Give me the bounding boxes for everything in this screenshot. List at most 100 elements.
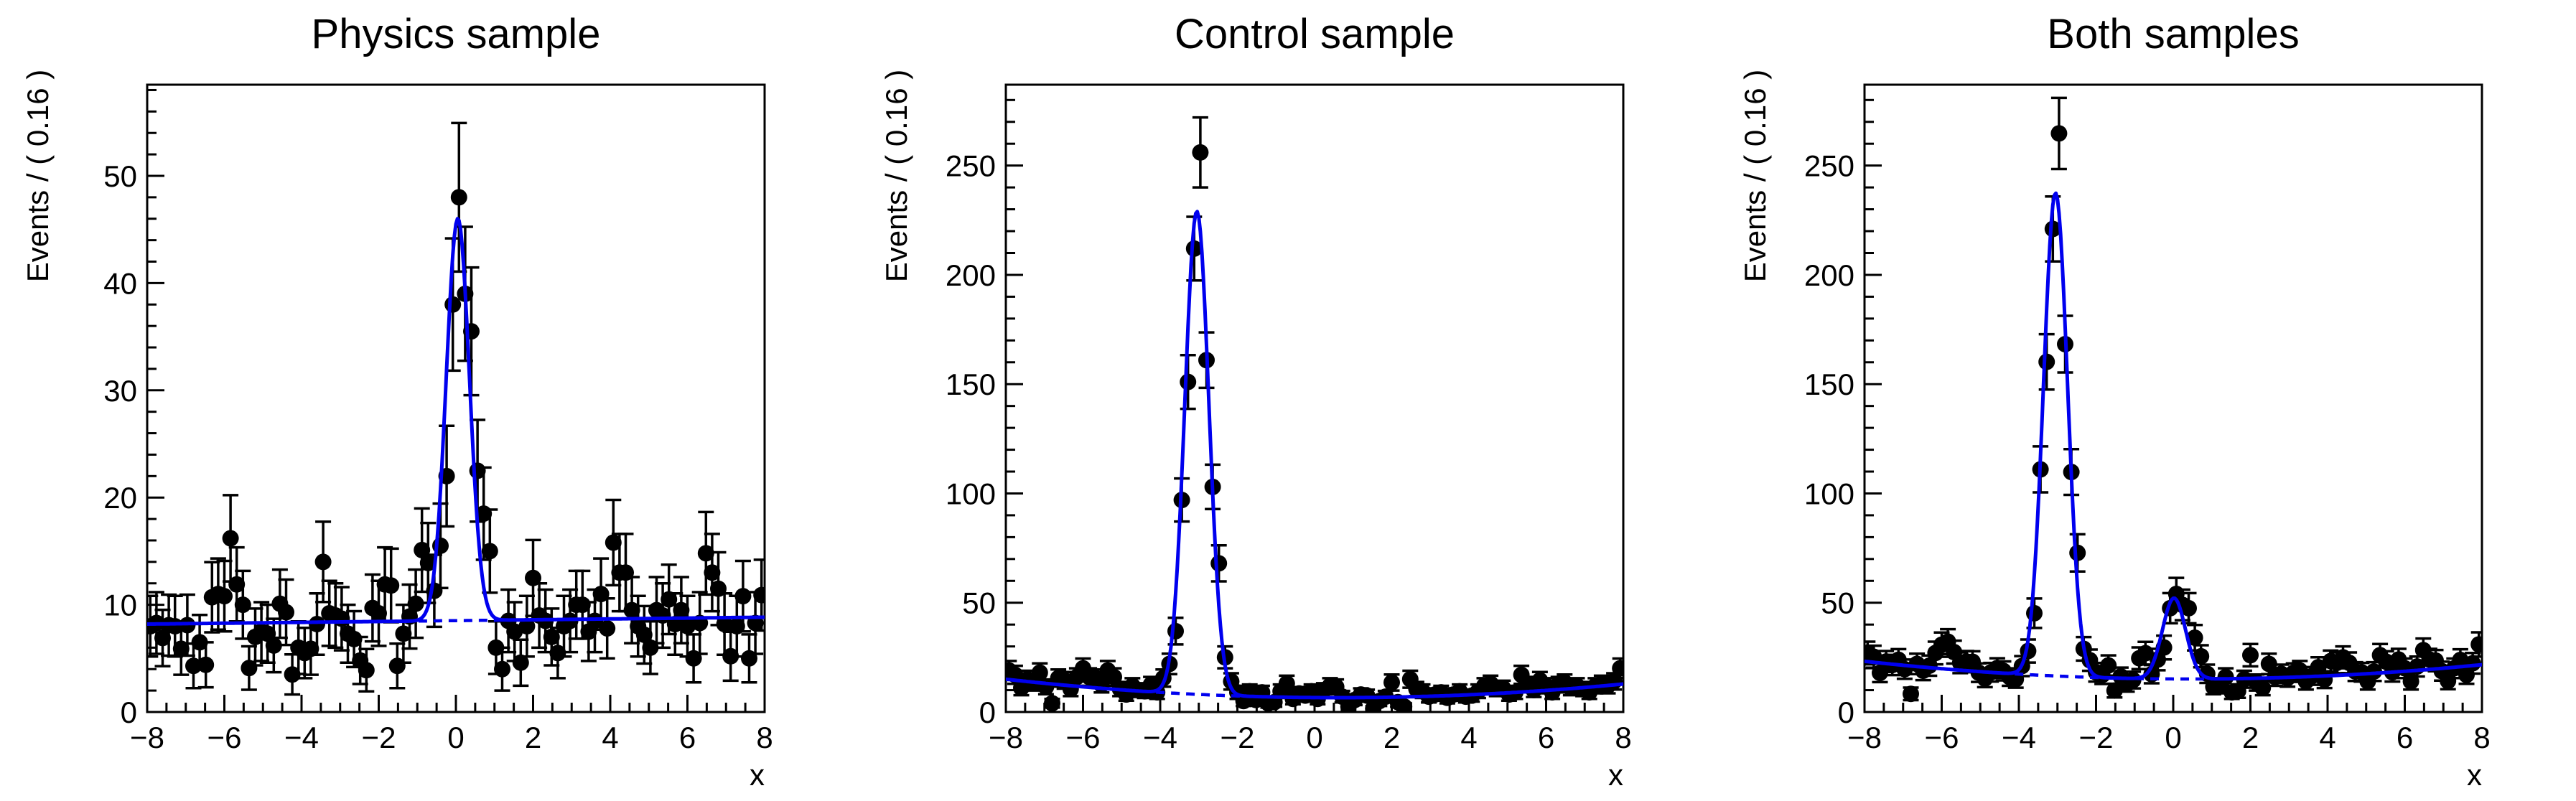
- x-tick-label: −6: [1066, 721, 1101, 754]
- data-marker: [1180, 373, 1197, 390]
- x-tick-label: 2: [525, 721, 541, 754]
- control-sample-plot: −8 −6 −4 −2 0 2 4 6 8 0 50 100 150 200 250: [946, 83, 1632, 754]
- data-marker: [512, 654, 529, 671]
- data-marker: [1044, 695, 1060, 712]
- data-marker: [172, 640, 190, 657]
- x-tick-label: 2: [2242, 721, 2259, 754]
- y-tick-label: 100: [946, 477, 996, 510]
- data-marker: [1383, 674, 1400, 691]
- data-marker: [1192, 144, 1209, 161]
- data-marker: [1167, 622, 1184, 640]
- x-tick-label: −6: [207, 721, 242, 754]
- pad-both-samples: Both samples Events / ( 0.16 ) x −8 −6 −4−…: [1717, 0, 2576, 801]
- data-marker: [2026, 604, 2043, 622]
- y-tick-label: 50: [103, 159, 137, 193]
- data-marker: [1278, 675, 1295, 692]
- x-axis: −8 −6 −4 −2 0 2 4 6 8: [1847, 695, 2491, 754]
- data-marker: [635, 626, 653, 643]
- x-tick-label: −2: [362, 721, 396, 754]
- y-tick-label: 50: [962, 586, 996, 620]
- plot-frame: [1863, 83, 2483, 713]
- data-marker: [506, 623, 523, 640]
- y-tick-label: 40: [103, 266, 137, 300]
- data-marker: [450, 189, 467, 206]
- data-marker: [309, 615, 325, 632]
- x-tick-label: 0: [2165, 721, 2181, 754]
- data-marker: [481, 543, 498, 560]
- data-marker: [278, 604, 294, 621]
- x-tick-label: 4: [1460, 721, 1477, 754]
- data-marker: [395, 625, 412, 642]
- x-axis: −8 −6 −4 −2 0 2 4 6 8: [130, 695, 773, 754]
- x-tick-label: 4: [602, 721, 618, 754]
- data-marker: [704, 564, 721, 581]
- y-tick-label: 0: [121, 695, 137, 729]
- data-marker: [383, 577, 400, 594]
- x-tick-label: 4: [2319, 721, 2335, 754]
- data-marker: [1031, 664, 1048, 681]
- data-marker: [241, 660, 258, 677]
- y-tick-label: 0: [979, 695, 996, 729]
- data-marker: [543, 628, 560, 645]
- x-tick-label: −4: [2002, 721, 2036, 754]
- data-marker: [407, 595, 424, 612]
- data-marker: [2044, 220, 2061, 238]
- y-tick-label: 200: [1804, 258, 1854, 292]
- data-marker: [302, 640, 319, 657]
- y-tick-label: 150: [1804, 367, 1854, 401]
- y-axis: 0 50 100 150 200 250: [946, 98, 1023, 729]
- x-tick-label: 0: [447, 721, 464, 754]
- data-marker: [2470, 636, 2482, 653]
- pad-control-sample: Control sample Events / ( 0.16 ) x −8 −6−…: [859, 0, 1717, 801]
- data-marker: [154, 629, 171, 647]
- y-tick-label: 250: [946, 149, 996, 183]
- data-marker: [314, 553, 332, 571]
- y-tick-label: 20: [103, 481, 137, 515]
- y-tick-label: 50: [1821, 586, 1854, 620]
- x-tick-label: −8: [130, 721, 164, 754]
- y-tick-label: 0: [1838, 695, 1854, 729]
- data-marker: [370, 605, 387, 622]
- data-marker: [265, 637, 282, 654]
- plot-title: Physics sample: [311, 11, 601, 57]
- y-axis: 0 10 20 30 40 50: [103, 88, 164, 729]
- data-marker: [197, 656, 215, 673]
- x-tick-label: 8: [1615, 721, 1631, 754]
- data-marker: [661, 591, 678, 608]
- y-tick-label: 250: [1804, 149, 1854, 183]
- x-tick-label: 8: [756, 721, 773, 754]
- data-marker: [673, 601, 690, 619]
- x-axis: −8 −6 −4 −2 0 2 4 6 8: [989, 695, 1632, 754]
- x-tick-label: −8: [989, 721, 1023, 754]
- data-marker: [1612, 660, 1623, 677]
- data-marker: [494, 660, 510, 678]
- x-tick-label: −6: [1925, 721, 1959, 754]
- data-marker: [1396, 698, 1413, 712]
- data-marker: [2186, 629, 2203, 646]
- data-marker: [2242, 647, 2259, 664]
- pad-physics-sample: Physics sample Events / ( 0.16 ) x −8 −6−…: [0, 0, 859, 801]
- x-tick-label: 8: [2473, 721, 2490, 754]
- data-marker: [2038, 353, 2055, 370]
- data-marker: [1210, 555, 1228, 572]
- plot-frame: [1004, 83, 1625, 713]
- x-axis-title: x: [750, 758, 765, 792]
- y-tick-label: 150: [946, 367, 996, 401]
- x-tick-label: 2: [1383, 721, 1400, 754]
- x-tick-label: −2: [1221, 721, 1255, 754]
- fit-curves: [1006, 210, 1623, 700]
- data-marker: [679, 617, 696, 634]
- data-marker: [1903, 685, 1919, 703]
- y-tick-label: 200: [946, 258, 996, 292]
- data-marker: [753, 586, 765, 604]
- x-tick-label: 0: [1306, 721, 1322, 754]
- data-marker: [2100, 657, 2117, 674]
- data-marker: [234, 596, 251, 614]
- data-marker: [2193, 647, 2210, 665]
- data-marker: [345, 630, 363, 647]
- plot-title: Both samples: [2047, 11, 2300, 57]
- x-tick-label: 6: [2397, 721, 2413, 754]
- x-tick-label: −8: [1847, 721, 1882, 754]
- data-points: [1865, 96, 2482, 703]
- data-points: [147, 121, 765, 696]
